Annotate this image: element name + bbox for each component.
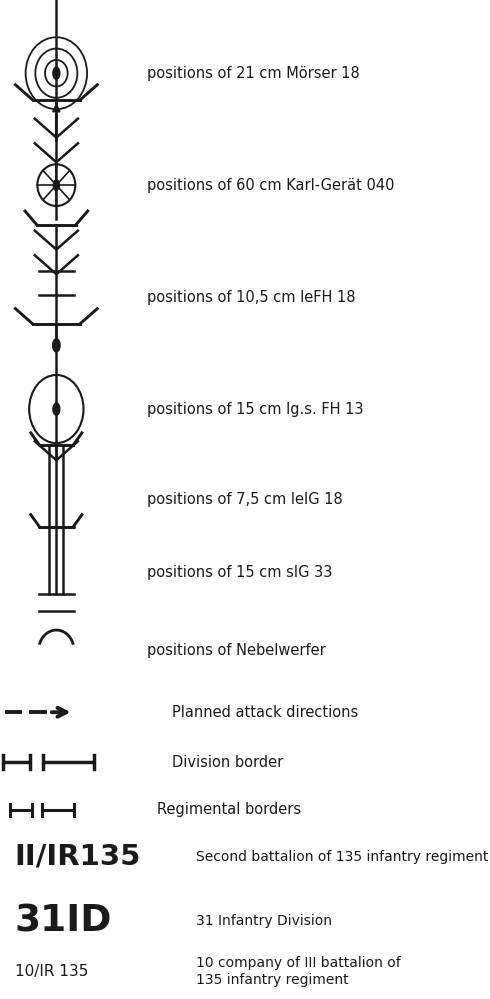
Text: positions of 21 cm Mörser 18: positions of 21 cm Mörser 18 [147,66,360,81]
Text: Second battalion of 135 infantry regiment: Second battalion of 135 infantry regimen… [196,850,489,864]
Circle shape [53,67,60,79]
Text: positions of 7,5 cm leIG 18: positions of 7,5 cm leIG 18 [147,492,343,507]
Text: Division border: Division border [172,754,283,769]
Circle shape [53,403,60,416]
Text: Regimental borders: Regimental borders [157,802,301,817]
Text: 31ID: 31ID [15,903,112,939]
Circle shape [52,339,60,352]
Text: positions of 60 cm Karl-Gerät 040: positions of 60 cm Karl-Gerät 040 [147,178,394,193]
Text: positions of 10,5 cm leFH 18: positions of 10,5 cm leFH 18 [147,290,356,305]
Text: 31 Infantry Division: 31 Infantry Division [196,914,332,928]
Text: positions of 15 cm sIG 33: positions of 15 cm sIG 33 [147,565,332,580]
Text: II/IR135: II/IR135 [15,843,141,871]
Text: positions of 15 cm lg.s. FH 13: positions of 15 cm lg.s. FH 13 [147,402,364,417]
Circle shape [53,180,59,191]
Text: 10/IR 135: 10/IR 135 [15,964,88,979]
Text: positions of Nebelwerfer: positions of Nebelwerfer [147,642,326,657]
Text: Planned attack directions: Planned attack directions [172,704,358,719]
Text: 10 company of III battalion of
135 infantry regiment: 10 company of III battalion of 135 infan… [196,956,401,987]
